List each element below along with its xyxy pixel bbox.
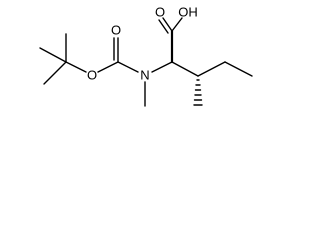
structure-diagram: O OH O O N (39, 4, 253, 107)
bonds (39, 17, 253, 107)
bond (151, 61, 173, 73)
bond (162, 17, 173, 32)
bond (197, 61, 226, 77)
bond (117, 61, 139, 73)
atom-label: O (111, 22, 121, 37)
atom-label: OH (178, 4, 198, 19)
bond (43, 61, 67, 85)
hashed-bond (193, 79, 203, 106)
bond (158, 19, 169, 34)
bond (171, 61, 199, 77)
atom-label: O (155, 4, 165, 19)
bond (97, 61, 119, 73)
bond (39, 47, 67, 63)
atom-label: O (87, 67, 97, 82)
atom-label: N (140, 67, 149, 82)
bond (65, 61, 87, 73)
bond (171, 17, 183, 32)
bond (224, 61, 253, 77)
